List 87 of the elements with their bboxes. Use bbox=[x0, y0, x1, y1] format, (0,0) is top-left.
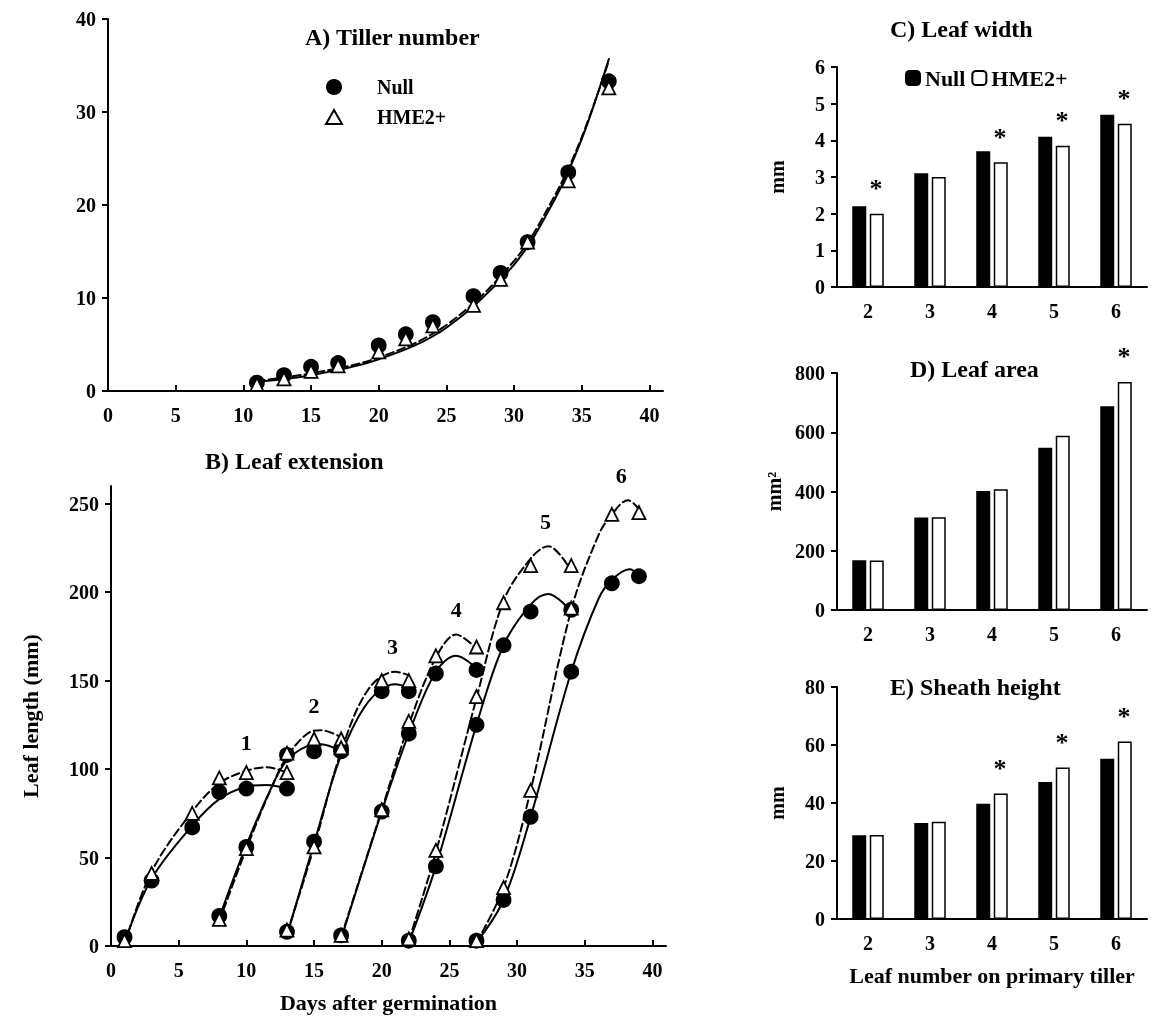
x-tick-label: 4 bbox=[987, 932, 997, 954]
x-tick-label: 20 bbox=[368, 404, 389, 426]
y-tick-label: 0 bbox=[815, 599, 825, 621]
y-tick-label: 0 bbox=[86, 380, 96, 402]
chart-title: B) Leaf extension bbox=[205, 448, 384, 474]
y-tick-label: 80 bbox=[805, 676, 825, 698]
x-tick-label: 3 bbox=[925, 932, 935, 954]
x-tick-label: 25 bbox=[436, 404, 457, 426]
x-tick-label: 0 bbox=[106, 959, 116, 981]
x-tick-label: 5 bbox=[1049, 300, 1059, 322]
x-tick-label: 35 bbox=[571, 404, 592, 426]
x-tick-label: 30 bbox=[507, 959, 528, 981]
legend-label: HME2+ bbox=[377, 106, 447, 128]
y-axis-title: Leaf length (mm) bbox=[17, 634, 43, 798]
y-tick-label: 4 bbox=[815, 129, 825, 152]
x-tick-label: 15 bbox=[304, 959, 325, 981]
annotation: * bbox=[993, 753, 1007, 783]
y-tick-label: 150 bbox=[69, 669, 99, 692]
x-tick-label: 0 bbox=[103, 404, 113, 426]
chart-title: E) Sheath height bbox=[890, 674, 1061, 700]
y-tick-label: 50 bbox=[79, 846, 99, 869]
annotation: * bbox=[1055, 106, 1069, 136]
y-tick-label: 250 bbox=[69, 492, 99, 515]
x-tick-label: 5 bbox=[1049, 623, 1059, 645]
annotation: 4 bbox=[450, 597, 462, 623]
x-tick-label: 5 bbox=[173, 959, 184, 981]
annotation: 6 bbox=[615, 462, 627, 488]
x-tick-label: 4 bbox=[987, 300, 997, 322]
annotation: 1 bbox=[240, 729, 252, 755]
x-tick-label: 40 bbox=[642, 959, 663, 981]
y-tick-label: 200 bbox=[795, 539, 825, 562]
x-tick-label: 6 bbox=[1111, 932, 1121, 954]
y-tick-label: 30 bbox=[76, 101, 96, 123]
annotation: * bbox=[1117, 342, 1131, 372]
x-tick-label: 3 bbox=[925, 623, 935, 645]
x-tick-label: 5 bbox=[170, 404, 181, 426]
y-tick-label: 600 bbox=[795, 421, 825, 444]
y-tick-label: 0 bbox=[815, 908, 825, 930]
annotation: * bbox=[869, 174, 883, 204]
y-tick-label: 40 bbox=[805, 792, 825, 814]
x-tick-label: 6 bbox=[1111, 623, 1121, 645]
y-axis-title: mm bbox=[766, 786, 788, 820]
x-tick-label: 20 bbox=[371, 959, 392, 981]
annotation: 2 bbox=[308, 692, 320, 718]
x-tick-label: 25 bbox=[439, 959, 460, 981]
x-tick-label: 2 bbox=[863, 932, 873, 954]
y-tick-label: 20 bbox=[805, 850, 825, 872]
y-axis-title: mm bbox=[766, 160, 788, 194]
annotation: * bbox=[1117, 84, 1131, 114]
x-tick-label: 2 bbox=[863, 300, 873, 322]
y-tick-label: 2 bbox=[815, 202, 825, 225]
chart-title: D) Leaf area bbox=[910, 356, 1039, 382]
x-tick-label: 3 bbox=[925, 300, 935, 322]
x-tick-label: 30 bbox=[504, 404, 525, 426]
chart-title: A) Tiller number bbox=[305, 24, 481, 50]
x-axis-title: Leaf number on primary tiller bbox=[849, 962, 1136, 988]
y-tick-label: 800 bbox=[795, 362, 825, 384]
annotation: * bbox=[1055, 728, 1069, 758]
y-tick-label: 5 bbox=[815, 92, 825, 115]
y-tick-label: 100 bbox=[69, 758, 99, 781]
x-tick-label: 10 bbox=[233, 404, 254, 426]
x-tick-label: 40 bbox=[639, 404, 660, 426]
x-tick-label: 5 bbox=[1049, 932, 1059, 954]
x-tick-label: 6 bbox=[1111, 300, 1121, 322]
legend-label: Null bbox=[925, 65, 966, 91]
x-tick-label: 35 bbox=[574, 959, 595, 981]
y-tick-label: 6 bbox=[815, 56, 825, 78]
legend-label: HME2+ bbox=[991, 65, 1068, 91]
y-tick-label: 200 bbox=[69, 581, 99, 604]
y-tick-label: 3 bbox=[815, 166, 825, 188]
annotation: * bbox=[993, 122, 1007, 152]
y-tick-label: 400 bbox=[795, 480, 825, 503]
x-tick-label: 10 bbox=[236, 959, 257, 981]
x-tick-label: 15 bbox=[301, 404, 322, 426]
annotation: * bbox=[1117, 702, 1131, 732]
chart-title: C) Leaf width bbox=[890, 16, 1033, 42]
x-axis-title: Days after germination bbox=[279, 989, 498, 1015]
y-tick-label: 40 bbox=[76, 8, 96, 30]
y-tick-label: 60 bbox=[805, 734, 825, 756]
y-tick-label: 1 bbox=[815, 239, 825, 262]
y-axis-title: mm² bbox=[763, 471, 786, 512]
x-tick-label: 2 bbox=[863, 623, 873, 645]
y-tick-label: 0 bbox=[815, 276, 825, 298]
annotation: 5 bbox=[540, 508, 552, 534]
x-tick-label: 4 bbox=[987, 623, 997, 645]
legend-label: Null bbox=[377, 76, 415, 98]
y-tick-label: 20 bbox=[76, 194, 96, 216]
